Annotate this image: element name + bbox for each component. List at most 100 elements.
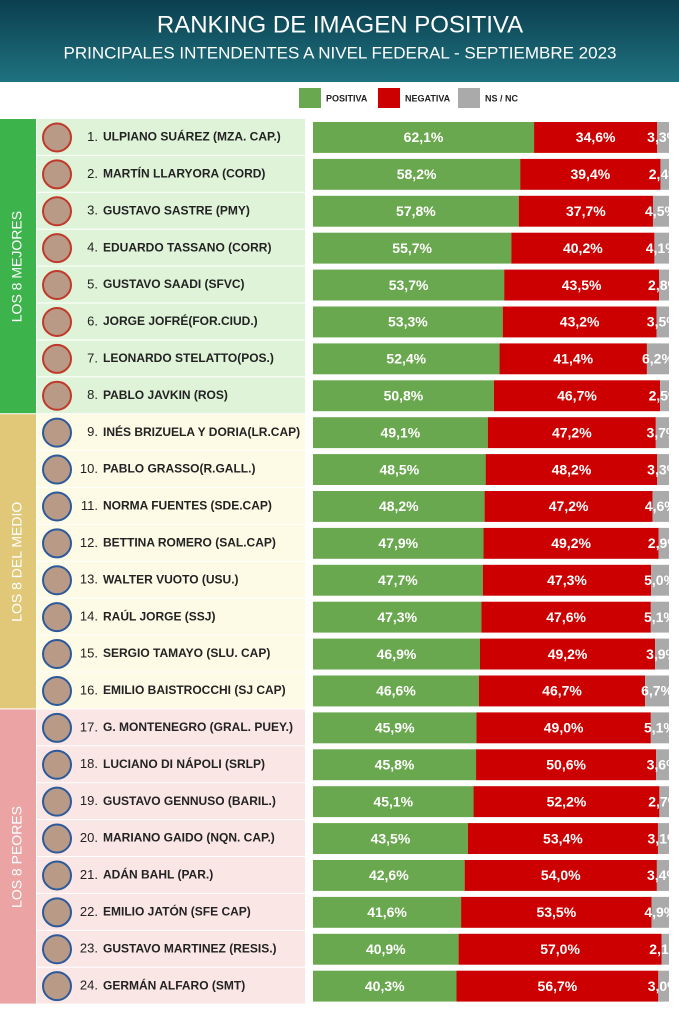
bar-segment bbox=[313, 786, 474, 818]
row-background bbox=[37, 672, 305, 709]
bar-segment bbox=[660, 158, 669, 190]
value-label: 2,4% bbox=[649, 166, 679, 182]
bar-segment bbox=[655, 417, 669, 449]
rank: 23. bbox=[80, 941, 98, 956]
value-label: 47,6% bbox=[546, 609, 586, 625]
group-band bbox=[0, 709, 36, 1004]
row-background bbox=[37, 857, 305, 893]
row-background bbox=[37, 340, 305, 377]
bar-segment bbox=[313, 195, 519, 227]
category-label: ULPIANO SUÁREZ (MZA. CAP.) bbox=[103, 129, 281, 144]
bar-segment bbox=[650, 712, 669, 744]
row-background bbox=[37, 192, 305, 229]
legend-label: POSITIVA bbox=[326, 93, 368, 103]
bar-segment bbox=[473, 786, 660, 818]
category-label: GERMÁN ALFARO (SMT) bbox=[103, 977, 245, 992]
value-label: 45,1% bbox=[373, 793, 413, 809]
bar-segment bbox=[483, 527, 659, 559]
value-label: 57,0% bbox=[540, 941, 580, 957]
value-label: 52,4% bbox=[386, 351, 426, 367]
value-label: 3,0% bbox=[648, 978, 679, 994]
avatar bbox=[42, 602, 72, 633]
bar-segment bbox=[313, 269, 505, 301]
category-label: GUSTAVO SASTRE (PMY) bbox=[103, 203, 250, 217]
bar-segment bbox=[313, 712, 477, 744]
value-label: 57,8% bbox=[396, 203, 436, 219]
bar-segment bbox=[313, 380, 494, 412]
bar-segment bbox=[659, 786, 669, 818]
category-label: BETTINA ROMERO (SAL.CAP) bbox=[103, 536, 276, 550]
rank: 13. bbox=[80, 572, 98, 587]
group-band bbox=[0, 414, 36, 709]
rank: 15. bbox=[80, 645, 98, 660]
value-label: 3,9% bbox=[646, 646, 678, 662]
bar-segment bbox=[651, 564, 669, 596]
row-background bbox=[37, 451, 305, 487]
value-label: 5,1% bbox=[644, 609, 676, 625]
bar-segment bbox=[657, 823, 669, 854]
value-label: 47,3% bbox=[377, 609, 417, 625]
value-label: 48,2% bbox=[552, 461, 592, 477]
row-background bbox=[37, 524, 305, 561]
value-label: 4,9% bbox=[644, 904, 676, 920]
category-label: MARIANO GAIDO (NQN. CAP.) bbox=[103, 831, 275, 845]
avatar bbox=[42, 159, 72, 190]
bar-segment bbox=[479, 638, 656, 670]
category-label: MARTÍN LLARYORA (CORD) bbox=[103, 166, 265, 181]
avatar bbox=[42, 897, 72, 928]
value-label: 46,6% bbox=[376, 683, 416, 699]
rank: 21. bbox=[80, 867, 98, 882]
value-label: 3,3% bbox=[647, 461, 679, 477]
value-label: 47,2% bbox=[549, 498, 589, 514]
avatar bbox=[42, 270, 72, 301]
bar-segment bbox=[493, 380, 661, 412]
bar-segment bbox=[659, 269, 669, 301]
avatar bbox=[42, 417, 72, 448]
value-label: 4,1% bbox=[646, 240, 678, 256]
value-label: 3,6% bbox=[647, 756, 679, 772]
category-label: NORMA FUENTES (SDE.CAP) bbox=[103, 499, 272, 513]
value-label: 43,5% bbox=[562, 277, 602, 293]
avatar bbox=[42, 749, 72, 780]
bar-segment bbox=[499, 343, 647, 375]
value-label: 62,1% bbox=[404, 129, 444, 145]
bar-segment bbox=[484, 491, 653, 522]
avatar bbox=[42, 639, 72, 670]
row-background bbox=[37, 709, 305, 746]
value-label: 3,3% bbox=[647, 129, 679, 145]
avatar bbox=[42, 343, 72, 374]
bar-segment bbox=[651, 896, 669, 928]
avatar bbox=[42, 860, 72, 891]
bar-segment bbox=[313, 860, 465, 891]
bar-segment bbox=[657, 454, 669, 485]
rank: 9. bbox=[87, 424, 98, 439]
category-label: RAÚL JORGE (SSJ) bbox=[103, 608, 215, 623]
value-label: 49,1% bbox=[381, 424, 421, 440]
category-label: ADÁN BAHL (PAR.) bbox=[103, 867, 213, 882]
value-label: 46,7% bbox=[542, 683, 582, 699]
bar-segment bbox=[313, 417, 488, 449]
value-label: 3,1% bbox=[648, 830, 679, 846]
value-label: 49,2% bbox=[548, 646, 588, 662]
avatar bbox=[42, 823, 72, 854]
value-label: 41,4% bbox=[553, 351, 593, 367]
value-label: 53,3% bbox=[388, 314, 428, 330]
bar-segment bbox=[313, 823, 468, 854]
value-label: 45,8% bbox=[375, 756, 415, 772]
avatar bbox=[42, 454, 72, 485]
legend-swatch bbox=[299, 88, 321, 108]
bar-segment bbox=[656, 860, 669, 891]
bar-segment bbox=[650, 601, 669, 633]
row-background bbox=[37, 746, 305, 783]
value-label: 53,5% bbox=[536, 904, 576, 920]
group-label: LOS 8 MEJORES bbox=[9, 211, 25, 322]
rank: 5. bbox=[87, 276, 98, 291]
value-label: 5,1% bbox=[644, 720, 676, 736]
rank: 12. bbox=[80, 535, 98, 550]
header bbox=[0, 0, 679, 82]
value-label: 37,7% bbox=[566, 203, 606, 219]
value-label: 42,6% bbox=[369, 867, 409, 883]
avatar bbox=[42, 233, 72, 264]
rank: 16. bbox=[80, 682, 98, 697]
bar-segment bbox=[461, 896, 652, 928]
